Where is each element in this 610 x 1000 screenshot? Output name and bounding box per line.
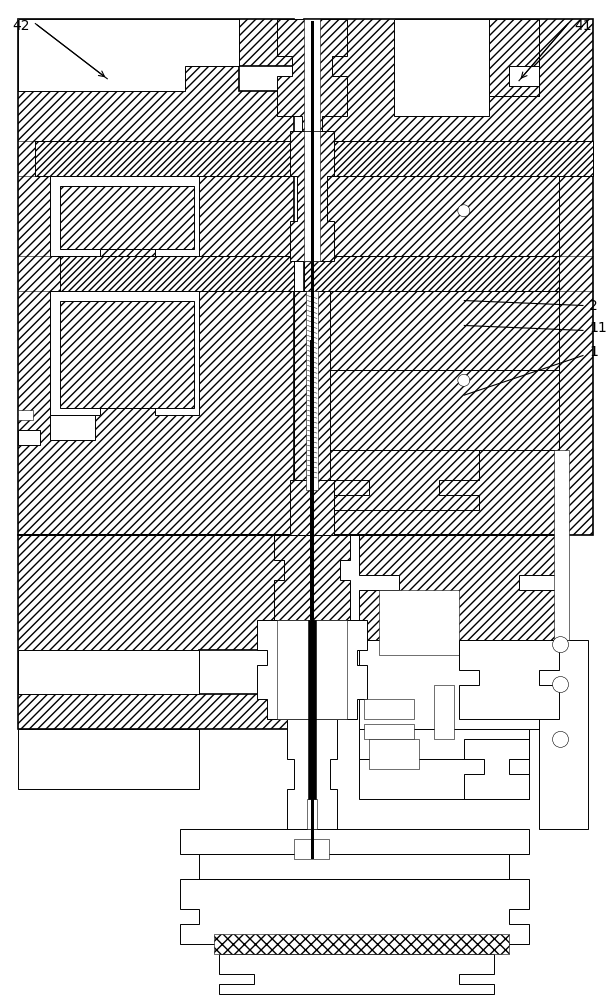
Polygon shape: [18, 410, 33, 420]
Polygon shape: [464, 739, 529, 799]
Polygon shape: [274, 535, 350, 620]
Polygon shape: [18, 650, 199, 694]
Polygon shape: [369, 739, 419, 769]
Circle shape: [553, 637, 569, 653]
Circle shape: [553, 677, 569, 692]
Circle shape: [553, 731, 569, 747]
Polygon shape: [50, 176, 199, 256]
Text: 11: 11: [589, 321, 607, 335]
Polygon shape: [278, 19, 347, 131]
Polygon shape: [215, 934, 509, 954]
Polygon shape: [304, 176, 559, 256]
Circle shape: [458, 374, 470, 386]
Polygon shape: [278, 620, 347, 719]
Polygon shape: [359, 729, 529, 759]
Polygon shape: [310, 340, 314, 620]
Polygon shape: [257, 620, 367, 719]
Polygon shape: [304, 19, 594, 535]
Polygon shape: [18, 19, 239, 91]
Polygon shape: [307, 799, 317, 829]
Polygon shape: [304, 131, 320, 261]
Circle shape: [458, 205, 470, 217]
Polygon shape: [359, 759, 529, 799]
Polygon shape: [18, 430, 40, 445]
Polygon shape: [308, 620, 316, 799]
Polygon shape: [304, 256, 559, 291]
Polygon shape: [199, 854, 509, 879]
Polygon shape: [459, 640, 559, 719]
Polygon shape: [18, 729, 199, 789]
Polygon shape: [489, 19, 539, 96]
Polygon shape: [539, 640, 589, 829]
Polygon shape: [18, 535, 294, 729]
Polygon shape: [294, 291, 330, 480]
Polygon shape: [18, 19, 294, 535]
Polygon shape: [304, 19, 320, 131]
Polygon shape: [329, 450, 479, 510]
Polygon shape: [329, 370, 559, 450]
Polygon shape: [379, 590, 459, 655]
Polygon shape: [294, 839, 329, 859]
Polygon shape: [179, 879, 529, 944]
Polygon shape: [359, 640, 559, 729]
Polygon shape: [364, 699, 414, 719]
Polygon shape: [50, 415, 95, 440]
Polygon shape: [290, 480, 334, 535]
Text: 42: 42: [12, 19, 29, 33]
Polygon shape: [220, 954, 493, 994]
Polygon shape: [179, 829, 529, 854]
Polygon shape: [553, 450, 569, 640]
Polygon shape: [60, 301, 195, 408]
Polygon shape: [287, 719, 337, 829]
Polygon shape: [284, 535, 340, 620]
Text: 2: 2: [589, 299, 598, 313]
Polygon shape: [434, 685, 454, 739]
Polygon shape: [290, 131, 334, 261]
Polygon shape: [60, 186, 195, 249]
Polygon shape: [310, 21, 314, 859]
Polygon shape: [50, 291, 199, 415]
Polygon shape: [329, 291, 559, 370]
Polygon shape: [35, 141, 294, 176]
Polygon shape: [306, 291, 318, 490]
Polygon shape: [394, 19, 539, 116]
Polygon shape: [364, 724, 414, 739]
Polygon shape: [60, 256, 294, 291]
Polygon shape: [304, 141, 594, 176]
Text: 1: 1: [589, 345, 598, 359]
Polygon shape: [359, 535, 559, 640]
Text: 41: 41: [575, 19, 592, 33]
